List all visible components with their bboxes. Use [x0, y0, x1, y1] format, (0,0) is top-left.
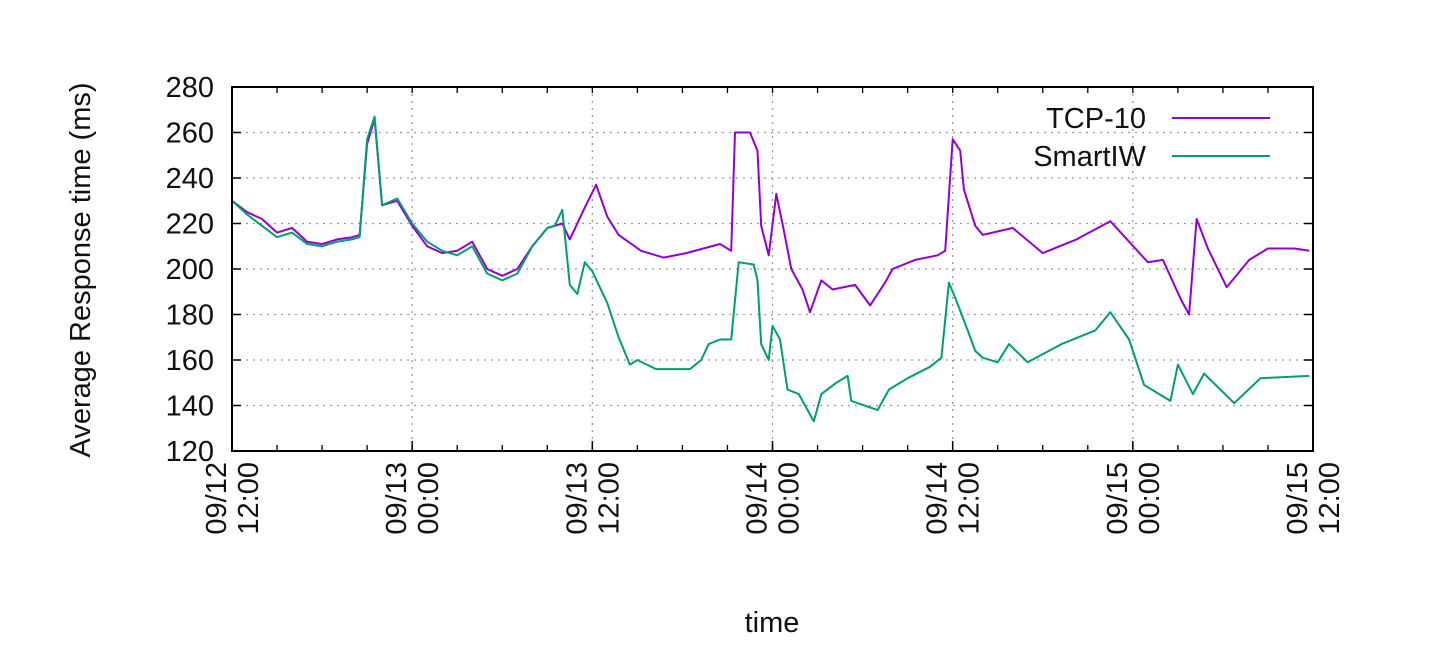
y-tick-label: 180 [166, 300, 214, 332]
y-tick-label: 200 [166, 254, 214, 286]
x-tick-label: 09/13 00:00 [381, 462, 445, 535]
x-tick-label: 09/14 12:00 [922, 462, 986, 535]
x-axis-title: time [745, 607, 800, 639]
legend: TCP-10 SmartIW [1033, 103, 1270, 173]
x-tick-time: 00:00 [774, 462, 806, 535]
x-tick-date: 09/14 [922, 462, 954, 535]
x-tick-label: 09/12 12:00 [201, 462, 265, 535]
y-tick-label: 140 [166, 391, 214, 423]
x-tick-time: 12:00 [1314, 462, 1346, 535]
x-tick-date: 09/14 [742, 462, 774, 535]
x-tick-date: 09/12 [201, 462, 233, 535]
x-tick-time: 12:00 [593, 462, 625, 535]
x-tick-label: 09/15 00:00 [1102, 462, 1166, 535]
x-tick-date: 09/15 [1282, 462, 1314, 535]
x-tick-date: 09/13 [561, 462, 593, 535]
x-tick-time: 12:00 [954, 462, 986, 535]
x-tick-label: 09/13 12:00 [561, 462, 625, 535]
x-tick-label: 09/15 12:00 [1282, 462, 1346, 535]
x-tick-date: 09/13 [381, 462, 413, 535]
x-tick-time: 00:00 [413, 462, 445, 535]
x-tick-time: 00:00 [1134, 462, 1166, 535]
y-tick-label: 280 [166, 72, 214, 104]
legend-label: TCP-10 [1046, 103, 1146, 135]
x-tick-time: 12:00 [233, 462, 265, 535]
series-line-tcp-10 [231, 117, 1310, 316]
legend-label: SmartIW [1033, 141, 1146, 173]
x-tick-date: 09/15 [1102, 462, 1134, 535]
y-tick-label: 120 [166, 436, 214, 468]
y-tick-label: 260 [166, 118, 214, 150]
y-axis-title: Average Response time (ms) [65, 82, 97, 457]
y-tick-label: 240 [166, 163, 214, 195]
y-tick-label: 220 [166, 209, 214, 241]
series-line-smartiw [231, 115, 1310, 423]
x-tick-label: 09/14 00:00 [742, 462, 806, 535]
y-tick-label: 160 [166, 345, 214, 377]
series-lines [231, 115, 1310, 423]
grid [232, 87, 1313, 451]
